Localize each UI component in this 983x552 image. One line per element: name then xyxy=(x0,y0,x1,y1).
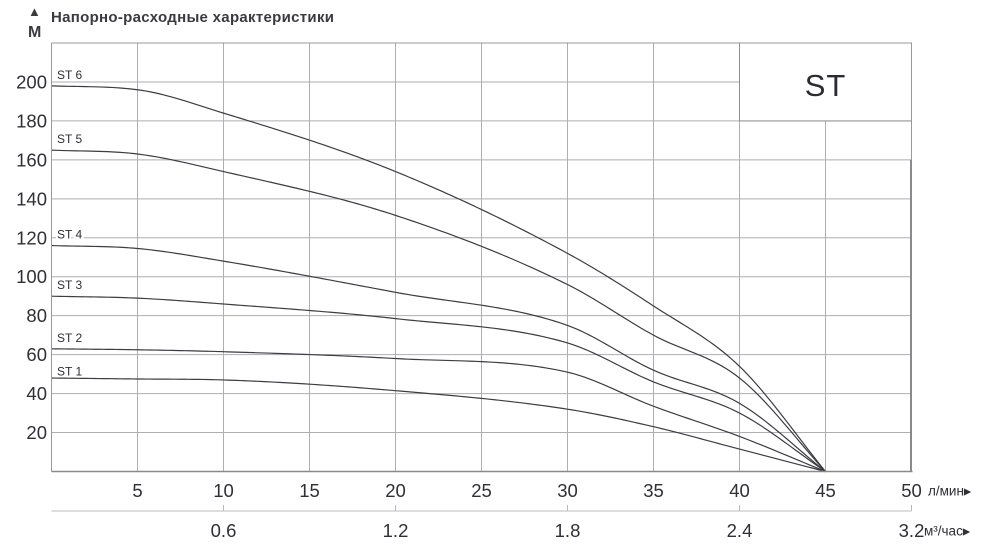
x2-axis-right-arrow-icon: ▶ xyxy=(963,527,971,538)
x-axis-right-arrow-icon: ▶ xyxy=(964,487,972,498)
y-tick-label: 100 xyxy=(16,266,47,287)
y-tick-label: 80 xyxy=(26,305,47,326)
x-axis-unit-label: л/мин▶ xyxy=(928,484,972,499)
chart-title: Напорно-расходные характеристики xyxy=(51,9,335,26)
curve-st5 xyxy=(50,149,827,473)
x2-tick-label: 1.8 xyxy=(555,520,581,541)
y-tick-label: 160 xyxy=(16,149,47,170)
x-tick-label: 20 xyxy=(385,480,406,501)
curve-st1 xyxy=(50,377,827,473)
x2-tick-label: 0.6 xyxy=(211,520,237,541)
series-box-label: ST xyxy=(805,68,847,103)
y-tick-label: 180 xyxy=(16,110,47,131)
y-axis-up-arrow-icon: ▲ xyxy=(28,4,41,19)
x-tick-label: 50 xyxy=(901,480,922,501)
x2-tick-label: 1.2 xyxy=(383,520,409,541)
x2-tick-label: 3.2 xyxy=(899,520,925,541)
x2-tick-label: 2.4 xyxy=(727,520,753,541)
y-tick-label: 140 xyxy=(16,188,47,209)
curve-label-st2: ST 2 xyxy=(57,331,82,345)
curve-st4 xyxy=(50,244,827,473)
y-tick-label: 120 xyxy=(16,227,47,248)
curve-label-st4: ST 4 xyxy=(57,228,82,242)
x-tick-label: 5 xyxy=(132,480,142,501)
y-axis-unit-label: М xyxy=(28,24,42,41)
x-tick-label: 40 xyxy=(729,480,750,501)
curve-label-st3: ST 3 xyxy=(57,278,82,292)
curve-st2 xyxy=(50,348,827,473)
y-tick-label: 20 xyxy=(26,422,47,443)
curve-label-st1: ST 1 xyxy=(57,365,82,379)
x-tick-label: 25 xyxy=(471,480,492,501)
curve-st3 xyxy=(50,295,827,473)
x-tick-label: 10 xyxy=(213,480,234,501)
curve-st6 xyxy=(50,85,827,473)
y-tick-label: 200 xyxy=(16,71,47,92)
curve-label-st6: ST 6 xyxy=(57,68,82,82)
y-tick-label: 40 xyxy=(26,383,47,404)
y-tick-label: 60 xyxy=(26,344,47,365)
x2-axis-unit-label: м³/час▶ xyxy=(924,524,971,539)
x-tick-label: 45 xyxy=(815,480,836,501)
x-tick-label: 15 xyxy=(299,480,320,501)
x-tick-label: 35 xyxy=(643,480,664,501)
curve-label-st5: ST 5 xyxy=(57,132,82,146)
x-tick-label: 30 xyxy=(557,480,578,501)
